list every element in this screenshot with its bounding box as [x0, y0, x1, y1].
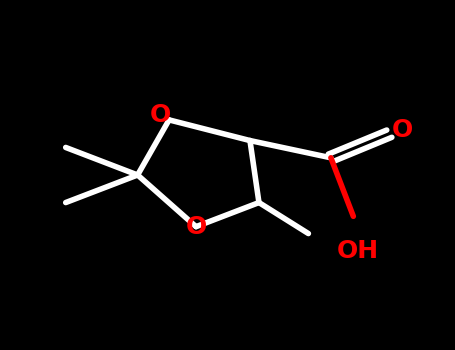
Text: O: O [149, 103, 171, 127]
Text: O: O [392, 118, 414, 142]
Text: O: O [186, 215, 207, 239]
Text: OH: OH [337, 239, 379, 263]
